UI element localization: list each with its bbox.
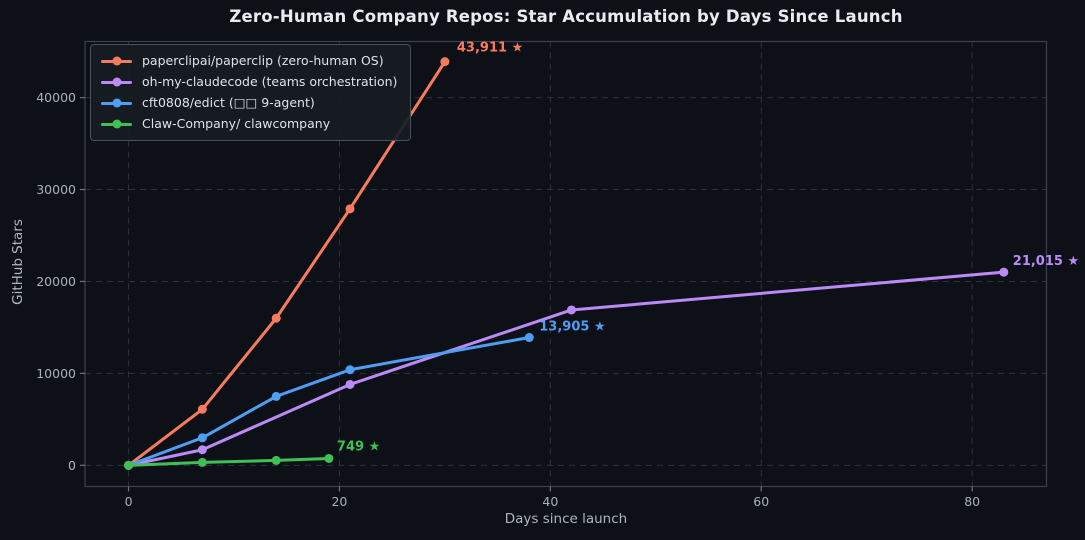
data-point: [271, 313, 281, 323]
legend-label: cft0808/edict (□□ 9-agent): [142, 95, 315, 110]
endpoint-annotation: 749 ★: [337, 439, 380, 454]
data-point: [345, 365, 355, 375]
legend-label: oh-my-claudecode (teams orchestration): [142, 74, 398, 89]
data-point: [197, 457, 207, 467]
x-tick-label: 60: [753, 494, 769, 509]
legend: paperclipai/paperclip (zero-human OS) oh-…: [90, 44, 412, 141]
y-tick-label: 40000: [36, 90, 76, 105]
data-point: [197, 404, 207, 414]
series-line: [127, 336, 531, 467]
data-point: [271, 391, 281, 401]
data-point: [345, 204, 355, 214]
data-point: [524, 333, 534, 343]
x-axis-label: Days since launch: [504, 511, 628, 527]
data-point: [197, 445, 207, 455]
x-tick-label: 80: [964, 494, 980, 509]
legend-label: Claw-Company/ clawcompany: [142, 116, 331, 131]
data-point: [271, 455, 281, 465]
y-tick-label: 10000: [36, 366, 76, 381]
endpoint-annotation: 21,015 ★: [1013, 254, 1079, 269]
legend-item: oh-my-claudecode (teams orchestration): [101, 74, 397, 90]
data-point: [324, 453, 334, 463]
plot-border: [84, 40, 1048, 488]
legend-label: paperclipai/paperclip (zero-human OS): [142, 53, 384, 68]
chart-title: Zero-Human Company Repos: Star Accumulat…: [229, 7, 903, 26]
legend-line-marker-icon: [101, 119, 132, 130]
legend-line-marker-icon: [101, 56, 132, 67]
legend-item: Claw-Company/ clawcompany: [101, 116, 397, 132]
data-point: [566, 305, 576, 315]
data-point: [440, 57, 450, 67]
x-tick-label: 20: [331, 494, 347, 509]
series-line: [127, 456, 331, 467]
data-point: [197, 433, 207, 443]
legend-line-marker-icon: [101, 77, 132, 88]
data-point: [124, 460, 134, 470]
x-tick-label: 40: [542, 494, 558, 509]
data-point: [999, 267, 1009, 277]
legend-item: cft0808/edict (□□ 9-agent): [101, 95, 397, 111]
x-tick-label: 0: [125, 494, 133, 509]
endpoint-annotation: 43,911 ★: [457, 41, 523, 56]
y-tick-label: 0: [68, 458, 76, 473]
y-tick-label: 20000: [36, 274, 76, 289]
data-point: [345, 379, 355, 389]
legend-item: paperclipai/paperclip (zero-human OS): [101, 53, 397, 69]
series-line: [127, 270, 1006, 467]
endpoint-annotation: 13,905 ★: [539, 320, 605, 335]
legend-line-marker-icon: [101, 98, 132, 109]
y-tick-label: 30000: [36, 182, 76, 197]
